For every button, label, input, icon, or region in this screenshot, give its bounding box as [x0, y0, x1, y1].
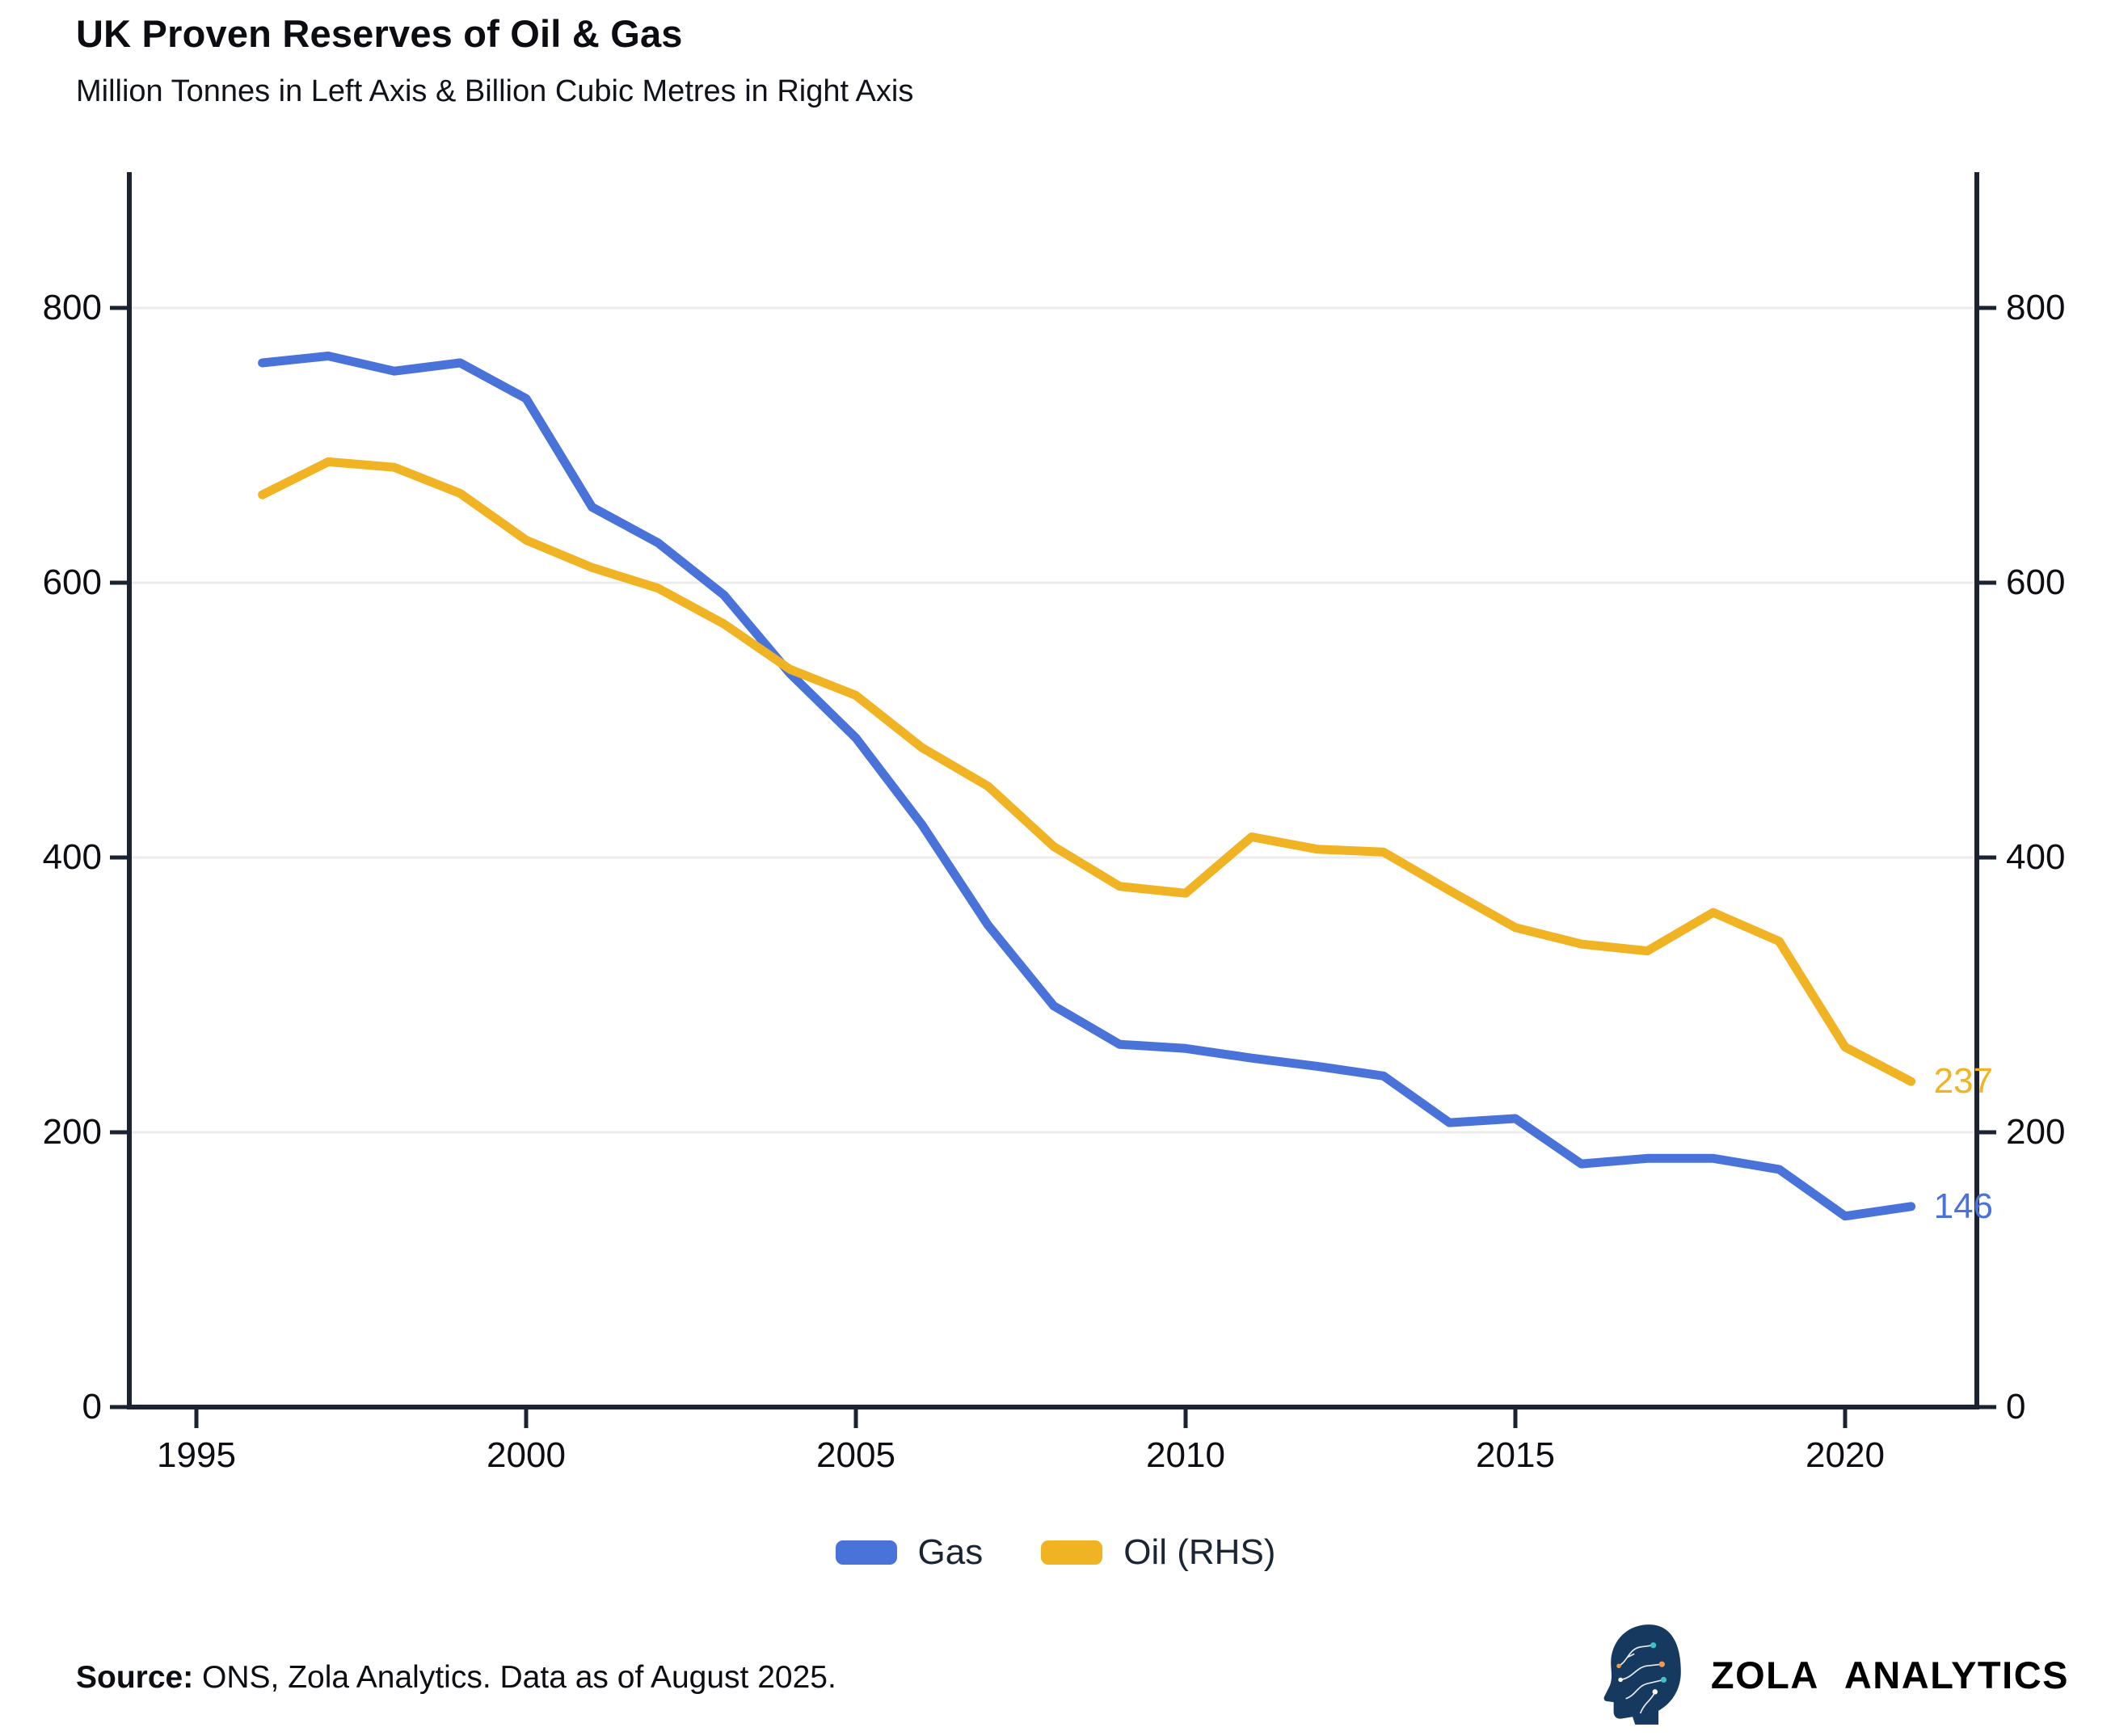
right-axis-label-800: 800	[2006, 288, 2066, 327]
right-axis-label-200: 200	[2006, 1112, 2066, 1152]
x-axis-label-2010: 2010	[1146, 1435, 1225, 1475]
gas-end-value-label: 146	[1933, 1186, 1994, 1226]
x-axis-label-2015: 2015	[1476, 1435, 1555, 1475]
left-axis-label-800: 800	[42, 288, 102, 327]
legend-item-oil[interactable]: Oil (RHS)	[1041, 1532, 1275, 1573]
legend-item-gas[interactable]: Gas	[835, 1532, 984, 1573]
left-axis-label-600: 600	[42, 563, 102, 602]
x-axis-label-2020: 2020	[1806, 1435, 1885, 1475]
left-axis-label-200: 200	[42, 1112, 102, 1152]
brand-logo: ZOLA ANALYTICS	[1599, 1623, 2069, 1726]
source-note: Source: ONS, Zola Analytics. Data as of …	[76, 1660, 836, 1696]
chart-title: UK Proven Reserves of Oil & Gas	[76, 12, 683, 55]
oil-legend-label: Oil (RHS)	[1123, 1532, 1276, 1572]
oil-line[interactable]	[258, 457, 1916, 1086]
x-axis-label-1995: 1995	[157, 1435, 236, 1475]
right-axis-label-400: 400	[2006, 837, 2066, 877]
chart-subtitle: Million Tonnes in Left Axis & Billion Cu…	[76, 74, 914, 108]
source-label: Source:	[76, 1660, 194, 1695]
right-axis-label-0: 0	[2006, 1387, 2026, 1426]
left-axis-label-0: 0	[82, 1387, 102, 1426]
brand-name: ZOLA ANALYTICS	[1710, 1653, 2069, 1696]
legend: Gas Oil (RHS)	[0, 1532, 2111, 1573]
left-axis-label-400: 400	[42, 837, 102, 877]
gas-line[interactable]	[258, 352, 1916, 1221]
brain-head-icon	[1603, 1624, 1681, 1725]
oil-legend-swatch	[1041, 1540, 1103, 1565]
right-axis-label-600: 600	[2006, 563, 2066, 602]
gas-legend-label: Gas	[917, 1532, 984, 1572]
oil-end-value-label: 237	[1933, 1061, 1994, 1102]
source-text: ONS, Zola Analytics. Data as of August 2…	[202, 1660, 836, 1695]
x-axis-label-2005: 2005	[816, 1435, 895, 1475]
x-axis-label-2000: 2000	[487, 1435, 566, 1475]
gas-legend-swatch	[835, 1540, 897, 1565]
